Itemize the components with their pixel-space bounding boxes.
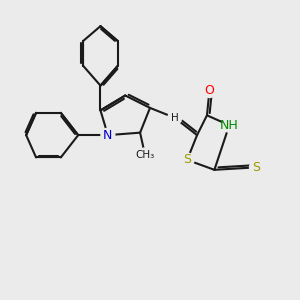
Circle shape bbox=[250, 160, 263, 174]
Circle shape bbox=[168, 111, 182, 125]
Text: S: S bbox=[183, 153, 191, 167]
Circle shape bbox=[180, 153, 194, 167]
Circle shape bbox=[222, 118, 236, 132]
Text: CH₃: CH₃ bbox=[135, 150, 155, 160]
Text: H: H bbox=[171, 113, 178, 123]
Text: NH: NH bbox=[220, 119, 239, 132]
Circle shape bbox=[138, 148, 152, 162]
Circle shape bbox=[202, 84, 216, 98]
Text: S: S bbox=[253, 161, 260, 174]
Text: N: N bbox=[103, 129, 112, 142]
Circle shape bbox=[101, 128, 115, 142]
Text: O: O bbox=[205, 84, 214, 97]
